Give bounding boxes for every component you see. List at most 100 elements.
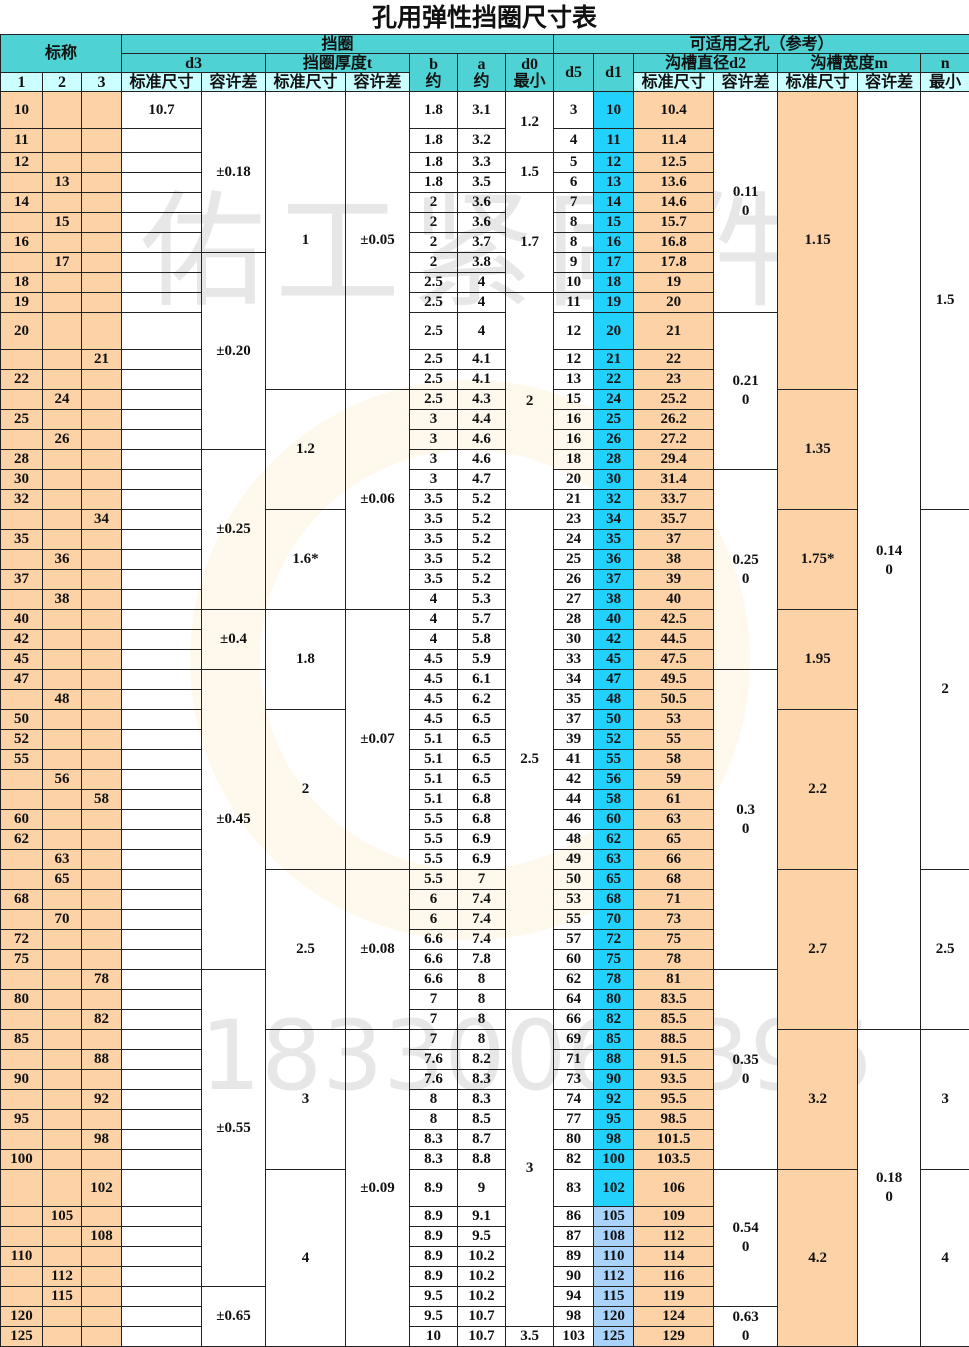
d5-cell: 33 xyxy=(554,650,594,670)
b-cell: 8.3 xyxy=(410,1150,458,1170)
nominal-series-2 xyxy=(43,1050,82,1070)
d5-cell: 94 xyxy=(554,1287,594,1307)
header-d3: d3 xyxy=(122,54,266,73)
a-cell: 4.1 xyxy=(458,350,506,370)
t-std-cell: 3 xyxy=(266,1030,346,1170)
nominal-series-1: 11 xyxy=(1,129,43,153)
d2-std-cell: 119 xyxy=(634,1287,714,1307)
d5-cell: 25 xyxy=(554,550,594,570)
d1-cell: 52 xyxy=(594,730,634,750)
nominal-series-1 xyxy=(1,1090,43,1110)
a-cell: 6.5 xyxy=(458,750,506,770)
nominal-series-3 xyxy=(82,730,122,750)
b-cell: 2 xyxy=(410,193,458,213)
d2-std-cell: 75 xyxy=(634,930,714,950)
nominal-series-2 xyxy=(43,750,82,770)
b-cell: 3 xyxy=(410,450,458,470)
d0-cell: 1.7 xyxy=(506,193,554,293)
nominal-series-3 xyxy=(82,293,122,313)
m-std-cell: 1.95 xyxy=(778,610,858,710)
d1-cell: 102 xyxy=(594,1170,634,1207)
b-cell: 4 xyxy=(410,590,458,610)
d2-std-cell: 101.5 xyxy=(634,1130,714,1150)
d2-std-cell: 106 xyxy=(634,1170,714,1207)
d1-cell: 55 xyxy=(594,750,634,770)
d5-cell: 37 xyxy=(554,710,594,730)
a-cell: 6.8 xyxy=(458,790,506,810)
a-cell: 7.4 xyxy=(458,930,506,950)
a-cell: 5.3 xyxy=(458,590,506,610)
a-cell: 3.2 xyxy=(458,129,506,153)
header-d2: 沟槽直径d2 xyxy=(634,54,778,73)
nominal-series-1 xyxy=(1,870,43,890)
d2-std-cell: 49.5 xyxy=(634,670,714,690)
nominal-series-2 xyxy=(43,92,82,129)
a-cell: 4 xyxy=(458,273,506,293)
b-cell: 4 xyxy=(410,630,458,650)
d5-cell: 5 xyxy=(554,153,594,173)
d3-std-cell xyxy=(122,770,202,790)
d5-cell: 8 xyxy=(554,213,594,233)
d5-cell: 16 xyxy=(554,430,594,450)
nominal-series-3: 108 xyxy=(82,1227,122,1247)
nominal-series-1: 62 xyxy=(1,830,43,850)
d5-cell: 87 xyxy=(554,1227,594,1247)
d3-std-cell xyxy=(122,233,202,253)
nominal-series-1: 52 xyxy=(1,730,43,750)
nominal-series-1 xyxy=(1,253,43,273)
d5-cell: 18 xyxy=(554,450,594,470)
nominal-series-3 xyxy=(82,530,122,550)
d2-std-cell: 33.7 xyxy=(634,490,714,510)
nominal-series-1: 37 xyxy=(1,570,43,590)
m-std-cell: 1.75* xyxy=(778,510,858,610)
d3-tol-cell: ±0.20 xyxy=(202,253,266,450)
header-ring: 挡圈 xyxy=(122,35,554,54)
b-cell: 2 xyxy=(410,213,458,233)
d2-std-cell: 21 xyxy=(634,313,714,350)
nominal-series-3 xyxy=(82,1207,122,1227)
a-cell: 4.6 xyxy=(458,450,506,470)
d5-cell: 103 xyxy=(554,1327,594,1347)
d0-cell: 3.5 xyxy=(506,1327,554,1347)
nominal-series-1: 25 xyxy=(1,410,43,430)
b-cell: 10 xyxy=(410,1327,458,1347)
d2-std-cell: 93.5 xyxy=(634,1070,714,1090)
a-cell: 3.3 xyxy=(458,153,506,173)
d5-cell: 82 xyxy=(554,1150,594,1170)
nominal-series-3 xyxy=(82,1287,122,1307)
a-cell: 7.4 xyxy=(458,890,506,910)
nominal-series-1 xyxy=(1,1287,43,1307)
nominal-series-3 xyxy=(82,92,122,129)
a-cell: 9.5 xyxy=(458,1227,506,1247)
b-cell: 2.5 xyxy=(410,370,458,390)
a-cell: 4.7 xyxy=(458,470,506,490)
d5-cell: 39 xyxy=(554,730,594,750)
d3-std-cell xyxy=(122,890,202,910)
d3-std-cell xyxy=(122,313,202,350)
nominal-series-1: 12 xyxy=(1,153,43,173)
nominal-series-2 xyxy=(43,1030,82,1050)
nominal-series-2 xyxy=(43,890,82,910)
d2-tol-cell: 0.54 0 xyxy=(714,1170,778,1307)
nominal-series-1: 50 xyxy=(1,710,43,730)
a-cell: 8.7 xyxy=(458,1130,506,1150)
d5-cell: 55 xyxy=(554,910,594,930)
b-cell: 5.5 xyxy=(410,810,458,830)
d2-std-cell: 66 xyxy=(634,850,714,870)
nominal-series-2 xyxy=(43,1110,82,1130)
d5-cell: 90 xyxy=(554,1267,594,1287)
d3-std-cell xyxy=(122,1307,202,1327)
a-cell: 3.8 xyxy=(458,253,506,273)
a-cell: 9 xyxy=(458,1170,506,1207)
b-cell: 8.9 xyxy=(410,1227,458,1247)
nominal-series-3 xyxy=(82,830,122,850)
nominal-series-3: 98 xyxy=(82,1130,122,1150)
nominal-series-1 xyxy=(1,1227,43,1247)
nominal-series-1 xyxy=(1,1130,43,1150)
d1-cell: 19 xyxy=(594,293,634,313)
b-cell: 2.5 xyxy=(410,293,458,313)
d3-std-cell xyxy=(122,1207,202,1227)
d3-tol-cell: ±0.55 xyxy=(202,970,266,1287)
d1-cell: 60 xyxy=(594,810,634,830)
nominal-series-3 xyxy=(82,590,122,610)
